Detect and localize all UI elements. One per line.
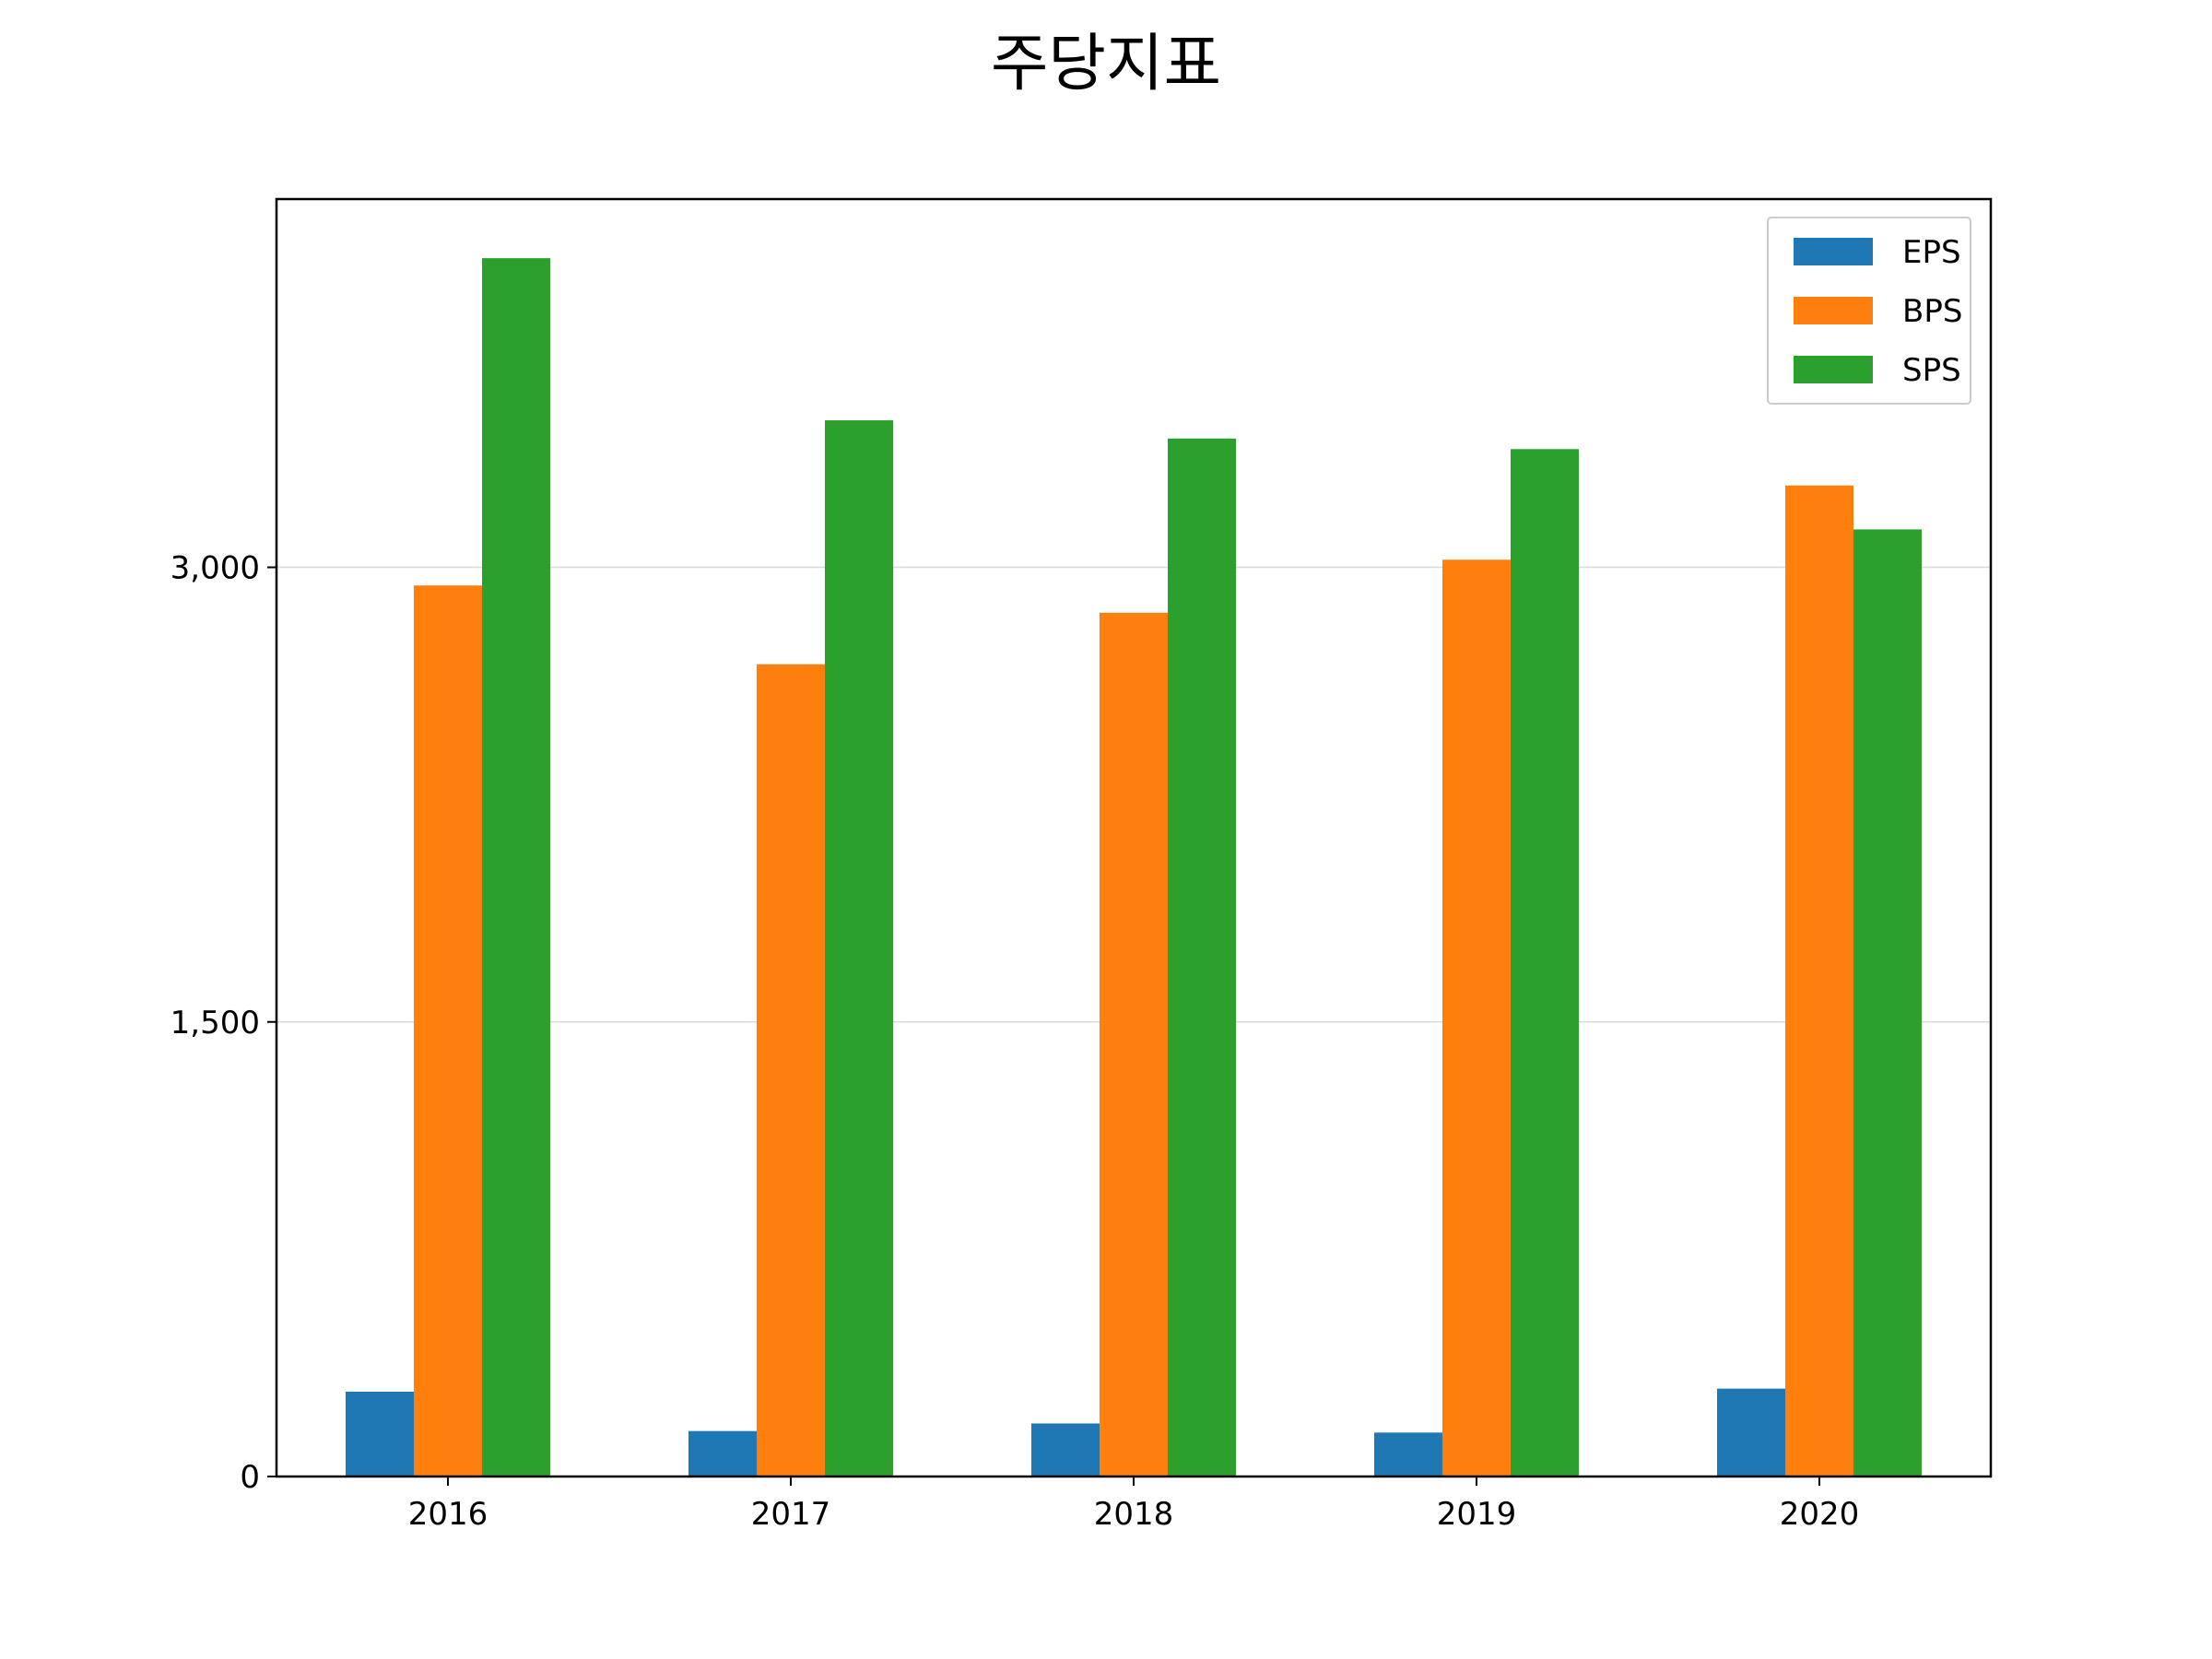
y-axis: 0 1,500 3,000	[171, 550, 276, 1496]
bar-group-2020	[1717, 485, 1922, 1477]
bar-sps-2017	[825, 420, 893, 1477]
bar-eps-2018	[1031, 1423, 1100, 1477]
legend-item-bps: BPS	[1794, 293, 1962, 330]
bar-eps-2020	[1717, 1388, 1785, 1477]
bar-sps-2019	[1511, 449, 1579, 1477]
bar-sps-2018	[1168, 438, 1236, 1477]
legend-swatch	[1794, 297, 1873, 324]
bar-group-2017	[688, 420, 893, 1477]
bar-group-2018	[1031, 438, 1236, 1477]
x-tick-label: 2020	[1780, 1496, 1860, 1533]
bar-sps-2016	[482, 258, 550, 1477]
y-tick-label: 0	[240, 1459, 260, 1496]
legend-item-sps: SPS	[1794, 352, 1961, 389]
legend-swatch	[1794, 238, 1873, 265]
legend: EPS BPS SPS	[1767, 217, 1971, 405]
bar-bps-2016	[414, 585, 482, 1477]
x-tick-label: 2018	[1094, 1496, 1174, 1533]
bar-bps-2020	[1785, 485, 1853, 1477]
legend-item-eps: EPS	[1794, 234, 1961, 271]
bar-eps-2019	[1374, 1432, 1442, 1477]
legend-label: SPS	[1902, 352, 1961, 389]
y-tick-label: 3,000	[171, 550, 260, 587]
x-axis: 2016 2017 2018 2019 2020	[408, 1477, 1860, 1533]
bar-bps-2018	[1100, 612, 1168, 1477]
x-tick-label: 2019	[1437, 1496, 1517, 1533]
legend-label: BPS	[1902, 293, 1962, 330]
bar-bps-2017	[757, 664, 825, 1477]
bar-sps-2020	[1853, 529, 1922, 1477]
bars	[346, 258, 1922, 1477]
chart-title: 주당지표	[991, 28, 1221, 100]
bar-bps-2019	[1442, 559, 1511, 1477]
legend-swatch	[1794, 356, 1873, 383]
legend-label: EPS	[1902, 234, 1961, 271]
x-tick-label: 2017	[751, 1496, 831, 1533]
bar-group-2016	[346, 258, 550, 1477]
y-tick-label: 1,500	[171, 1005, 260, 1041]
bar-group-2019	[1374, 449, 1579, 1477]
bar-eps-2017	[688, 1430, 757, 1477]
x-tick-label: 2016	[408, 1496, 488, 1533]
bar-eps-2016	[346, 1391, 414, 1477]
